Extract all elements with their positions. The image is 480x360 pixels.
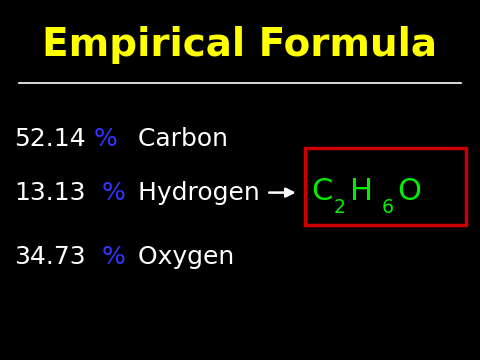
Text: %: % [94, 127, 117, 150]
Text: Empirical Formula: Empirical Formula [43, 26, 437, 64]
Text: %: % [94, 246, 125, 269]
Text: 52.14: 52.14 [14, 127, 86, 150]
Text: H: H [350, 177, 373, 206]
Text: C: C [311, 177, 333, 206]
Text: 6: 6 [382, 198, 394, 217]
Text: 13.13: 13.13 [14, 181, 86, 204]
Text: Hydrogen: Hydrogen [122, 181, 260, 204]
Text: O: O [397, 177, 421, 206]
Bar [305, 148, 466, 225]
Text: Carbon: Carbon [122, 127, 228, 150]
Text: 2: 2 [334, 198, 346, 217]
Text: %: % [94, 181, 125, 204]
Text: 34.73: 34.73 [14, 246, 86, 269]
Text: Oxygen: Oxygen [122, 246, 235, 269]
